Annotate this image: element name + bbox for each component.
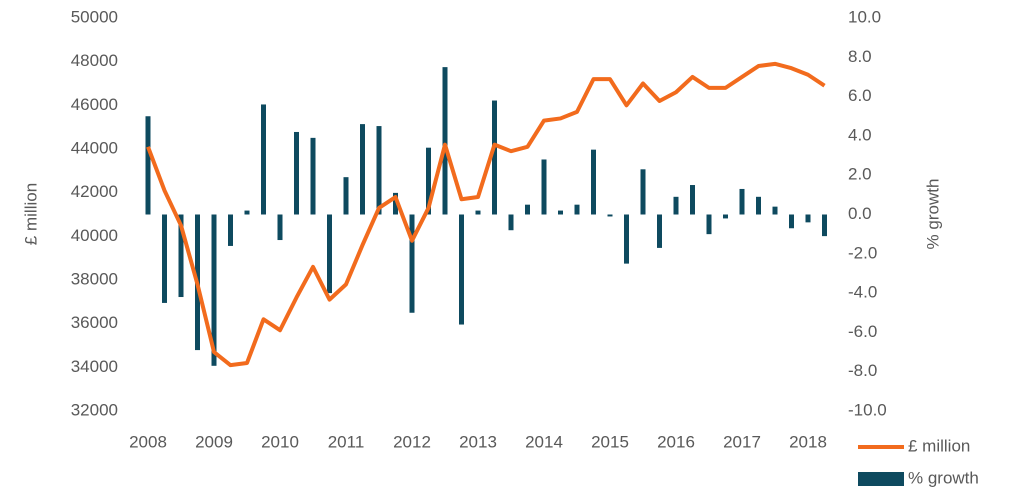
y2-tick-label: -2.0 [848,243,877,262]
x-tick-label: 2017 [723,432,761,451]
y2-tick-label: -10.0 [848,400,887,419]
bar [261,104,266,215]
bar [640,169,646,215]
y-tick-label: 32000 [71,400,118,419]
x-tick-label: 2015 [591,432,629,451]
x-tick-label: 2011 [328,432,365,451]
x-tick-label: 2016 [657,432,695,451]
x-tick-label: 2008 [129,432,167,451]
y2-tick-label: 6.0 [848,86,872,105]
bar [772,206,778,215]
x-tick-label: 2009 [195,432,233,451]
bar [723,214,728,219]
y-tick-label: 44000 [71,138,118,157]
y-tick-label: 38000 [71,269,118,288]
y2-axis-label: % growth [923,179,942,250]
bar [541,159,547,215]
bar [178,214,184,298]
y-tick-label: 40000 [71,226,118,245]
bar [376,126,382,215]
x-tick-label: 2013 [459,432,497,451]
bar [310,137,316,215]
bar [822,214,827,237]
bar [525,204,530,215]
y2-tick-label: 2.0 [848,165,872,184]
bar [756,196,761,215]
bar [789,214,794,229]
bar [508,214,514,231]
y-tick-label: 46000 [71,95,118,114]
bar [244,210,250,215]
y2-tick-label: 0.0 [848,204,872,223]
bar [574,204,580,215]
y2-tick-label: -6.0 [848,322,877,341]
y2-tick-label: -4.0 [848,283,877,302]
y-tick-label: 48000 [71,51,118,70]
x-tick-label: 2018 [789,432,827,451]
legend-swatch [858,472,904,486]
legend-label: £ million [908,436,970,455]
bar [162,214,167,303]
y-tick-label: 50000 [71,7,118,26]
bar [558,210,563,215]
bar [739,188,745,215]
x-tick-label: 2010 [261,432,299,451]
bar [294,131,299,215]
bar [228,214,233,246]
bar [426,147,431,215]
bar [409,214,415,313]
bar [475,210,481,215]
y-tick-label: 36000 [71,313,118,332]
bar [492,100,497,215]
bar [327,214,332,294]
bar [624,214,629,264]
bar [690,185,695,215]
line [146,61,826,368]
y-axis-label: £ million [21,183,40,245]
y2-tick-label: 8.0 [848,47,872,66]
bar [343,177,349,215]
bar [393,192,398,215]
bar [360,124,365,215]
bar [673,196,679,215]
bar [591,149,596,215]
y2-tick-label: -8.0 [848,361,877,380]
y-tick-label: 34000 [71,357,118,376]
y2-tick-label: 10.0 [848,7,881,26]
x-tick-label: 2012 [393,432,431,451]
bar [459,214,464,325]
bar [805,214,811,223]
bar [442,67,448,215]
x-tick-label: 2014 [525,432,563,451]
bar [607,214,613,217]
y2-tick-label: 4.0 [848,125,872,144]
bar [211,214,217,366]
y-tick-label: 42000 [71,182,118,201]
bar [706,214,712,235]
bar [145,116,151,215]
legend-label: % growth [908,468,979,487]
bar [657,214,662,248]
bar [277,214,283,241]
